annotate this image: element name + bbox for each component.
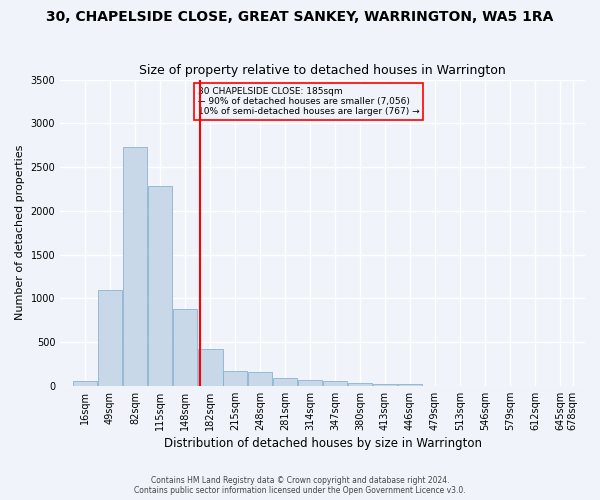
Bar [148,186,172,386]
Text: 30 CHAPELSIDE CLOSE: 185sqm
← 90% of detached houses are smaller (7,056)
10% of : 30 CHAPELSIDE CLOSE: 185sqm ← 90% of det… [198,86,419,117]
Bar [273,378,297,386]
Bar [223,371,247,386]
Text: 30, CHAPELSIDE CLOSE, GREAT SANKEY, WARRINGTON, WA5 1RA: 30, CHAPELSIDE CLOSE, GREAT SANKEY, WARR… [46,10,554,24]
Bar [98,290,122,386]
Bar [173,309,197,386]
Bar [73,382,97,386]
Bar [298,380,322,386]
X-axis label: Distribution of detached houses by size in Warrington: Distribution of detached houses by size … [164,437,482,450]
Bar [199,349,223,386]
Bar [248,372,272,386]
Bar [123,147,147,386]
Bar [373,384,397,386]
Bar [323,381,347,386]
Bar [398,384,422,386]
Title: Size of property relative to detached houses in Warrington: Size of property relative to detached ho… [139,64,506,77]
Y-axis label: Number of detached properties: Number of detached properties [15,145,25,320]
Text: Contains HM Land Registry data © Crown copyright and database right 2024.
Contai: Contains HM Land Registry data © Crown c… [134,476,466,495]
Bar [348,383,372,386]
